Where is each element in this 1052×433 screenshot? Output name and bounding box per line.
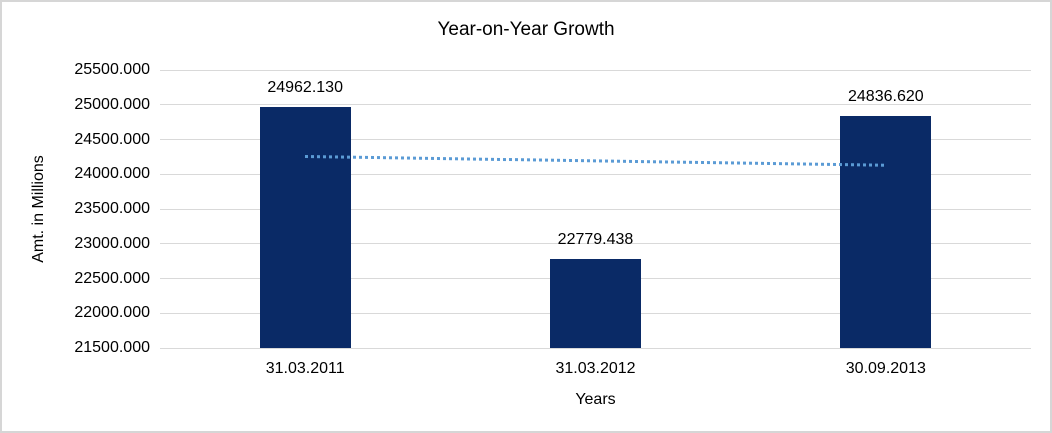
gridline	[160, 243, 1031, 245]
x-category-label: 31.03.2011	[265, 360, 345, 377]
gridline	[160, 208, 1031, 210]
bar-value-label: 24962.130	[267, 79, 343, 97]
y-tick-label: 22000.000	[74, 304, 150, 322]
y-tick-label: 23500.000	[74, 200, 150, 217]
gridline	[160, 69, 1031, 71]
gridline	[160, 139, 1031, 140]
y-tick-label: 25500.000	[74, 61, 150, 78]
gridline	[160, 104, 1031, 106]
y-tick-label: 21500.000	[74, 339, 150, 356]
x-category-label: 30.09.2013	[845, 360, 926, 377]
y-tick-label: 24000.000	[74, 165, 150, 183]
bar-value-label: 22779.438	[557, 231, 634, 249]
chart-title: Year-on-Year Growth	[437, 19, 615, 40]
y-tick-label: 23000.000	[74, 234, 150, 252]
y-tick-label: 22500.000	[74, 269, 150, 287]
y-tick-label: 25000.000	[74, 95, 150, 113]
bar	[259, 107, 351, 348]
bar	[840, 116, 932, 348]
y-tick-label: 24500.000	[74, 130, 150, 148]
x-category-label: 31.03.2012	[555, 360, 636, 377]
gridline	[160, 347, 1031, 349]
bar	[550, 259, 641, 348]
bar-value-label: 24836.620	[848, 88, 924, 106]
gridline	[160, 173, 1031, 175]
x-axis-title: Years	[575, 391, 616, 408]
